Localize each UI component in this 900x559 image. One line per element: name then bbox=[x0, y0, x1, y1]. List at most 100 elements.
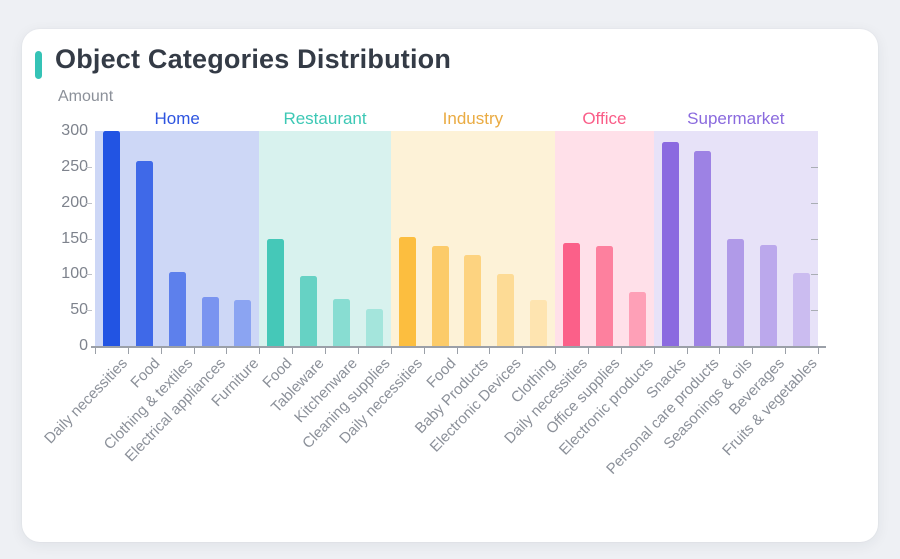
x-tick-mark bbox=[620, 348, 622, 354]
bar-slot-home-clothing-and-textiles bbox=[161, 131, 194, 346]
bar-restaurant-kitchenware[interactable] bbox=[332, 298, 350, 346]
bar-slot-industry-food bbox=[424, 131, 457, 346]
y-tick-mark-right bbox=[811, 202, 818, 204]
bar-home-electrical-appliances[interactable] bbox=[201, 296, 219, 346]
x-tick-mark bbox=[292, 348, 294, 354]
bar-slot-office-daily-necessities bbox=[555, 131, 588, 346]
x-tick-mark bbox=[489, 348, 491, 354]
x-tick-mark bbox=[555, 348, 557, 354]
y-tick-label-0: 0 bbox=[79, 337, 88, 354]
x-tick-mark bbox=[127, 348, 129, 354]
group-band-office bbox=[555, 131, 654, 346]
y-tick-label-250: 250 bbox=[61, 157, 88, 175]
bar-office-daily-necessities[interactable] bbox=[563, 242, 580, 346]
y-tick-mark-left bbox=[86, 166, 92, 168]
bar-slot-home-electrical-appliances bbox=[194, 131, 227, 346]
group-header-restaurant: Restaurant bbox=[283, 109, 367, 128]
bar-industry-baby-products[interactable] bbox=[464, 254, 482, 346]
group-header-home: Home bbox=[154, 109, 200, 128]
x-tick-mark bbox=[818, 348, 819, 354]
bar-slot-industry-baby-products bbox=[456, 131, 489, 346]
bar-supermarket-personal-care-products[interactable] bbox=[694, 151, 712, 346]
x-tick-mark bbox=[653, 348, 655, 354]
y-tick-mark-left bbox=[86, 238, 92, 240]
group-header-supermarket: Supermarket bbox=[687, 109, 785, 128]
bar-home-food[interactable] bbox=[135, 161, 153, 346]
x-tick-mark bbox=[719, 348, 721, 354]
x-tick-mark bbox=[357, 348, 359, 354]
bar-industry-food[interactable] bbox=[431, 245, 449, 346]
y-tick-mark-right bbox=[811, 166, 818, 168]
bar-slot-supermarket-personal-care-products bbox=[687, 131, 720, 346]
y-tick-mark-left bbox=[86, 274, 92, 276]
chart-card: Object Categories Distribution Amount Ho… bbox=[22, 29, 878, 542]
y-tick-label-50: 50 bbox=[70, 301, 88, 319]
bar-slot-home-daily-necessities bbox=[95, 131, 128, 346]
x-tick-mark bbox=[587, 348, 589, 354]
x-tick-mark bbox=[686, 348, 688, 354]
bar-supermarket-snacks[interactable] bbox=[661, 141, 679, 346]
page-title: Object Categories Distribution bbox=[55, 44, 452, 74]
y-tick-mark-left bbox=[86, 202, 92, 204]
group-band-home bbox=[95, 131, 260, 346]
x-tick-mark bbox=[226, 348, 228, 354]
group-header-industry: Industry bbox=[442, 109, 504, 128]
bar-slot-industry-electronic-devices bbox=[489, 131, 522, 346]
bar-home-daily-necessities[interactable] bbox=[102, 131, 120, 346]
group-headers: Home Restaurant Industry Office Supermarket bbox=[95, 107, 818, 131]
bar-slot-restaurant-cleaning-supplies bbox=[358, 131, 391, 346]
y-tick-mark-right bbox=[811, 238, 818, 240]
title-accent-bar bbox=[35, 51, 42, 79]
bar-slot-supermarket-seasonings-and-oils bbox=[719, 131, 752, 346]
bar-supermarket-seasonings-and-oils[interactable] bbox=[727, 239, 745, 346]
y-tick-mark-left bbox=[86, 310, 92, 312]
bar-slot-office-office-supplies bbox=[588, 131, 621, 346]
x-axis-line bbox=[91, 346, 826, 348]
y-tick-label-100: 100 bbox=[61, 265, 88, 283]
bar-supermarket-beverages[interactable] bbox=[760, 244, 778, 346]
bar-industry-daily-necessities[interactable] bbox=[398, 237, 416, 346]
bar-home-furniture[interactable] bbox=[234, 300, 252, 346]
y-tick-label-300: 300 bbox=[61, 122, 88, 139]
x-axis-ticks bbox=[95, 348, 819, 355]
bar-home-clothing-and-textiles[interactable] bbox=[168, 272, 186, 346]
bar-industry-electronic-devices[interactable] bbox=[497, 274, 515, 346]
group-band-industry bbox=[390, 131, 556, 346]
x-tick-mark bbox=[785, 348, 787, 354]
plot-area bbox=[95, 131, 818, 346]
bar-industry-clothing[interactable] bbox=[530, 300, 548, 346]
x-tick-mark bbox=[160, 348, 162, 354]
y-tick-mark-right bbox=[811, 274, 818, 276]
x-tick-mark bbox=[95, 348, 96, 354]
bar-slot-restaurant-kitchenware bbox=[325, 131, 358, 346]
bar-slot-restaurant-tableware bbox=[292, 131, 325, 346]
bar-slot-restaurant-food bbox=[259, 131, 292, 346]
bar-supermarket-fruits-and-vegetables[interactable] bbox=[793, 272, 811, 346]
group-header-office: Office bbox=[582, 109, 627, 128]
bar-slot-home-food bbox=[128, 131, 161, 346]
group-band-restaurant bbox=[259, 131, 391, 346]
bar-slot-industry-daily-necessities bbox=[391, 131, 424, 346]
bar-slot-supermarket-fruits-and-vegetables bbox=[785, 131, 818, 346]
y-axis-title: Amount bbox=[58, 88, 114, 105]
bar-restaurant-cleaning-supplies[interactable] bbox=[365, 308, 383, 346]
bar-slot-home-furniture bbox=[226, 131, 259, 346]
group-band-supermarket bbox=[653, 131, 818, 346]
bar-office-office-supplies[interactable] bbox=[595, 245, 613, 346]
x-axis-labels: Daily necessities Food Clothing & textiles… bbox=[41, 355, 821, 540]
x-tick-mark bbox=[522, 348, 524, 354]
x-tick-mark bbox=[423, 348, 425, 354]
bar-slot-office-electronic-products bbox=[621, 131, 654, 346]
x-tick-mark bbox=[325, 348, 327, 354]
x-tick-mark bbox=[752, 348, 754, 354]
bar-restaurant-tableware[interactable] bbox=[300, 275, 318, 346]
y-tick-label-200: 200 bbox=[61, 193, 88, 211]
bar-restaurant-food[interactable] bbox=[267, 239, 285, 346]
x-tick-mark bbox=[456, 348, 458, 354]
bar-slot-industry-clothing bbox=[522, 131, 555, 346]
x-tick-mark bbox=[390, 348, 392, 354]
y-tick-mark-right bbox=[811, 310, 818, 312]
bar-office-electronic-products[interactable] bbox=[628, 292, 646, 346]
y-axis: 0 50 100 150 200 250 300 bbox=[30, 122, 88, 354]
